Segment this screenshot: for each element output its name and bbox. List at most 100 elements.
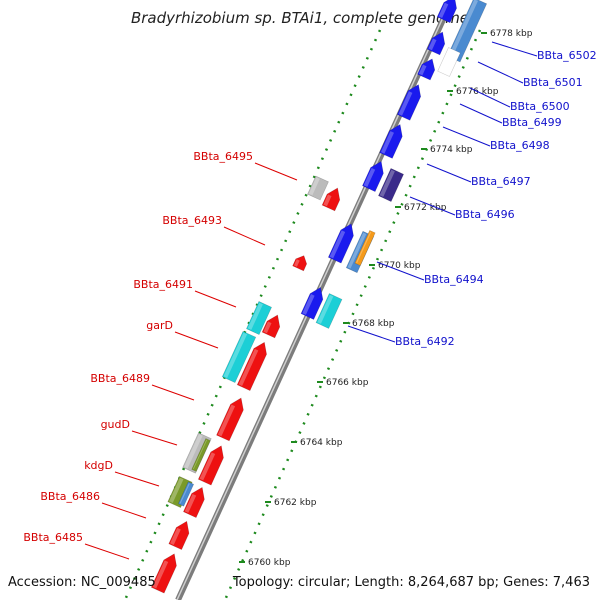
tick-label: 6766 kbp (326, 378, 369, 388)
tick-label: 6762 kbp (274, 498, 317, 508)
forward-feature (315, 293, 343, 329)
accession-label: Accession: NC_009485 (8, 575, 156, 590)
gene-label-left: BBta_6493 (162, 214, 222, 227)
reverse-feature-shine (170, 527, 181, 545)
forward-feature (437, 47, 461, 77)
label-leader-left (194, 290, 237, 308)
label-leader-left (84, 543, 130, 560)
forward-feature-shine (302, 294, 315, 315)
right-dotted-track (223, 29, 482, 600)
gene-labels: BBta_6495 BBta_6493 BBta_6491 garD BBta_6489… (23, 49, 596, 544)
gene-label-left: BBta_6486 (40, 490, 100, 503)
forward-feature-shine (398, 91, 413, 116)
left-dotted-track (123, 29, 382, 600)
map-title: Bradyrhizobium sp. BTAi1, complete genom… (131, 9, 469, 27)
gene-label-right: BBta_6494 (424, 273, 484, 286)
reverse-feature-shine (308, 177, 320, 196)
gene-label-right: BBta_6500 (510, 100, 570, 113)
forward-feature-shine (448, 0, 478, 58)
reverse-feature (307, 175, 329, 201)
reverse-feature-shine (179, 483, 190, 504)
gene-label-right: BBta_6492 (395, 335, 455, 348)
label-leader-right (469, 87, 511, 108)
reverse-feature-shine (217, 404, 236, 437)
label-leader-right (376, 261, 425, 281)
label-leaders (84, 41, 538, 560)
reverse-feature (221, 331, 257, 383)
gene-label-right: BBta_6496 (455, 208, 515, 221)
label-leader-left (223, 226, 266, 246)
label-leader-right (459, 103, 503, 124)
topology-label: Topology: circular; Length: 8,264,687 bp… (232, 575, 590, 590)
reverse-feature-shine (294, 259, 300, 267)
label-leader-right (442, 126, 491, 147)
reverse-feature-shine (152, 560, 169, 589)
label-leader-right (477, 61, 524, 84)
label-leader-right (426, 163, 472, 183)
gene-label-left: gudD (101, 418, 130, 431)
label-leader-left (254, 162, 298, 181)
forward-feature-shine (363, 168, 376, 187)
forward-feature-shine (356, 231, 372, 264)
tick-label: 6760 kbp (248, 558, 291, 568)
forward-feature-shine (380, 131, 394, 154)
gene-label-left: kdgD (84, 459, 113, 472)
label-leader-left (131, 430, 178, 446)
label-leader-left (114, 471, 160, 487)
reverse-feature (177, 481, 195, 507)
forward-feature (436, 0, 457, 24)
forward-feature-shine (418, 64, 427, 76)
tick-label: 6778 kbp (490, 29, 533, 39)
forward-feature-shine (438, 2, 449, 18)
gene-label-left: BBta_6495 (193, 150, 253, 163)
reverse-feature-shine (199, 452, 216, 481)
forward-feature (327, 223, 354, 264)
label-leader-right (491, 41, 538, 57)
tick-label: 6774 kbp (430, 145, 473, 155)
reverse-feature-shine (223, 332, 248, 378)
forward-feature-shine (439, 48, 453, 73)
label-leader-right (409, 196, 456, 216)
gene-label-left: garD (146, 319, 173, 332)
reverse-feature (321, 187, 341, 212)
label-leader-left (101, 502, 147, 519)
gene-label-left: BBta_6489 (90, 372, 150, 385)
reverse-feature (183, 486, 205, 518)
reverse-feature-shine (263, 321, 272, 334)
gene-label-right: BBta_6498 (490, 139, 550, 152)
forward-feature (354, 230, 376, 266)
reverse-feature (168, 520, 190, 550)
reverse-feature (150, 553, 177, 594)
reverse-feature-shine (169, 477, 184, 503)
forward-feature-shine (347, 232, 367, 269)
forward-feature (396, 84, 422, 121)
reverse-feature (246, 301, 272, 335)
gene-label-right: BBta_6497 (471, 175, 531, 188)
forward-feature (300, 286, 324, 320)
reverse-feature-shine (247, 302, 263, 330)
reverse-feature-shine (323, 194, 332, 207)
reverse-feature-shine (238, 348, 259, 386)
forward-feature (379, 124, 403, 159)
label-leader-left (174, 331, 219, 349)
gene-label-right: BBta_6502 (537, 49, 597, 62)
gene-label-left: BBta_6491 (133, 278, 193, 291)
gene-label-left: BBta_6485 (23, 531, 83, 544)
reverse-feature-shine (184, 434, 203, 469)
forward-feature (417, 58, 436, 81)
tick-label: 6764 kbp (300, 438, 343, 448)
tick-label: 6768 kbp (352, 319, 395, 329)
gene-label-right: BBta_6499 (502, 116, 562, 129)
reverse-feature (167, 476, 193, 508)
label-leader-left (151, 384, 195, 401)
forward-feature (378, 168, 404, 202)
tick-label: 6770 kbp (378, 261, 421, 271)
reverse-feature (292, 255, 308, 272)
tick-label: 6772 kbp (404, 203, 447, 213)
reverse-feature (216, 397, 244, 442)
forward-feature (362, 160, 384, 192)
forward-feature-shine (329, 230, 346, 259)
tick-marks: 6760 kbp 6762 kbp 6764 kbp 6766 kbp 6768 kbp… (239, 29, 533, 568)
reverse-feature (191, 438, 211, 472)
